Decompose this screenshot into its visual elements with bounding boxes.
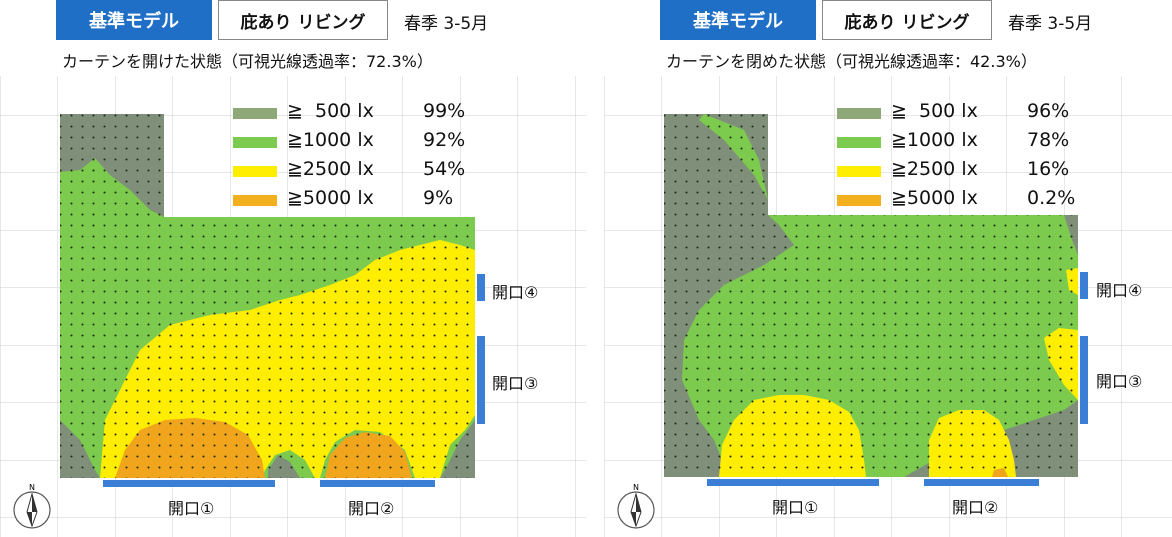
legend-label: ≧1000 lx [891,129,978,151]
legend-percent: 99% [423,100,466,122]
opening-4-bar [1080,272,1088,299]
legend-label: ≧5000 lx [287,187,374,209]
compass-icon: N [13,483,51,529]
opening-4-label: 開口④ [492,283,539,302]
legend-swatch [233,108,277,119]
opening-1-label: 開口① [168,499,215,518]
legend-swatch [233,195,277,206]
illuminance-plan [0,76,586,537]
legend-swatch [233,137,277,148]
opening-1-bar [707,479,879,486]
room-tag: 庇あり リビング [822,0,992,40]
season-label: 春季 3-5月 [1008,14,1093,34]
panel-curtain-open: 基準モデル 庇あり リビング 春季 3-5月 カーテンを開けた状態（可視光線透過… [0,0,586,537]
legend-percent: 92% [423,129,466,151]
compass-icon: N [617,483,655,529]
curtain-state-label: カーテンを開けた状態（可視光線透過率：72.3%） [62,52,433,71]
opening-2-label: 開口② [952,498,999,517]
legend-label: ≧5000 lx [891,187,978,209]
opening-2-label: 開口② [348,499,395,518]
panel-curtain-closed: 基準モデル 庇あり リビング 春季 3-5月 カーテンを閉めた状態（可視光線透過… [604,0,1172,537]
legend-label: ≧ 500 lx [891,100,978,122]
legend-percent: 78% [1027,129,1070,151]
compass-north-label: N [29,483,35,492]
opening-3-bar [1080,336,1088,424]
legend-label: ≧ 500 lx [287,100,374,122]
compass-north-label: N [633,483,639,492]
legend-percent: 54% [423,158,466,180]
model-tag: 基準モデル [56,0,212,40]
legend-label: ≧2500 lx [287,158,374,180]
legend-swatch [837,137,881,148]
legend-percent: 0.2% [1027,187,1076,209]
legend-percent: 96% [1027,100,1070,122]
legend-swatch [233,166,277,177]
legend-swatch [837,108,881,119]
opening-4-label: 開口④ [1096,281,1143,300]
opening-3-label: 開口③ [492,374,539,393]
opening-3-label: 開口③ [1096,372,1143,391]
opening-3-bar [477,336,485,424]
opening-1-label: 開口① [772,498,819,517]
legend-label: ≧1000 lx [287,129,374,151]
season-label: 春季 3-5月 [404,14,489,34]
legend-swatch [837,166,881,177]
legend-percent: 16% [1027,158,1070,180]
curtain-state-label: カーテンを閉めた状態（可視光線透過率：42.3%） [666,52,1037,71]
opening-4-bar [477,274,485,301]
illuminance-plan [604,76,1172,537]
model-tag: 基準モデル [660,0,816,40]
opening-1-bar [103,480,275,487]
legend-percent: 9% [423,187,454,209]
room-tag: 庇あり リビング [218,0,388,40]
legend-label: ≧2500 lx [891,158,978,180]
opening-2-bar [320,480,435,487]
opening-2-bar [924,479,1039,486]
legend-swatch [837,195,881,206]
